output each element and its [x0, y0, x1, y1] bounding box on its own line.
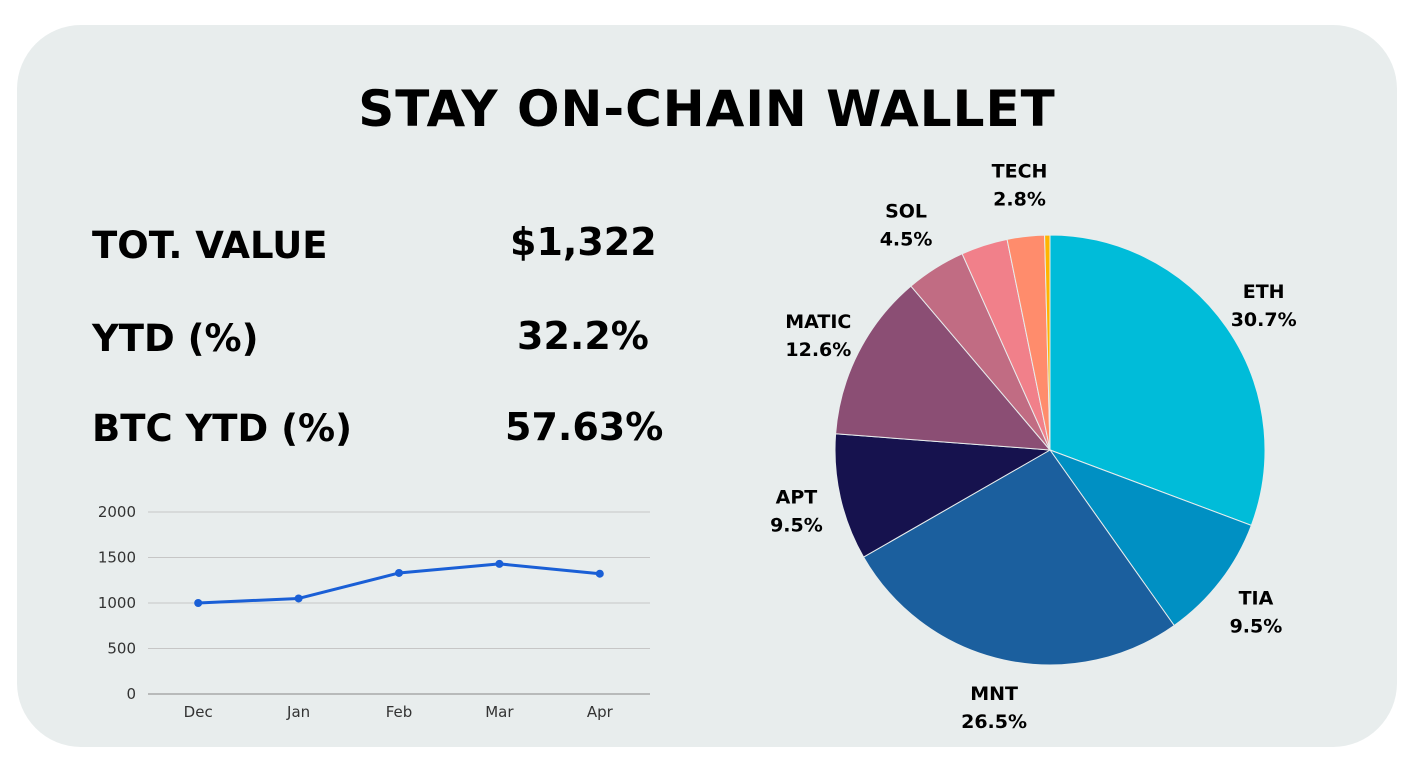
- data-point: [194, 599, 203, 607]
- x-tick-label: Feb: [386, 703, 413, 721]
- y-tick-label: 2000: [98, 503, 136, 521]
- pie-label-pct: 4.5%: [880, 229, 933, 251]
- pie-label-name: TECH: [992, 161, 1048, 183]
- y-tick-label: 500: [107, 640, 136, 658]
- pie-slice: [835, 285, 1052, 451]
- pie-label-name: MATIC: [785, 311, 851, 333]
- x-tick-label: Apr: [587, 703, 614, 721]
- pie-label-pct: 30.7%: [1231, 309, 1297, 331]
- stat-label-btc-ytd: BTC YTD (%): [92, 407, 352, 450]
- pie-slice: [1044, 234, 1051, 451]
- pie-slice: [834, 433, 1052, 558]
- x-tick-label: Dec: [184, 703, 213, 721]
- stat-label-total-value: TOT. VALUE: [92, 224, 328, 267]
- pie-label-name: SOL: [885, 201, 927, 223]
- data-point: [595, 569, 604, 578]
- pie-label-pct: 12.6%: [785, 339, 851, 361]
- stat-label-ytd: YTD (%): [92, 317, 259, 360]
- x-tick-label: Mar: [485, 703, 514, 721]
- pie-label-pct: 9.5%: [770, 515, 823, 537]
- pie-label-pct: 26.5%: [961, 711, 1027, 733]
- y-tick-label: 0: [126, 685, 136, 703]
- pie-label-name: TIA: [1239, 588, 1274, 610]
- pie-label-name: ETH: [1243, 281, 1285, 303]
- pie-label-pct: 9.5%: [1230, 616, 1283, 638]
- data-point: [294, 594, 303, 603]
- pie-slice: [1048, 448, 1253, 627]
- data-point: [495, 559, 504, 568]
- page-title: STAY ON-CHAIN WALLET: [358, 80, 1056, 138]
- x-tick-label: Jan: [286, 703, 310, 721]
- stat-value-total-value: $1,322: [510, 220, 657, 264]
- stat-value-btc-ytd: 57.63%: [505, 405, 664, 449]
- data-point: [395, 568, 403, 577]
- y-tick-label: 1000: [98, 594, 136, 612]
- pie-label-pct: 2.8%: [993, 189, 1046, 211]
- y-tick-label: 1500: [98, 549, 136, 567]
- stat-value-ytd: 32.2%: [517, 314, 649, 358]
- line-chart: 0 500 1000 1500 2000 Dec Jan Feb Mar Apr: [98, 503, 650, 721]
- pie-slice: [862, 449, 1175, 666]
- pie-label-name: APT: [776, 487, 818, 509]
- pie-label-name: MNT: [970, 683, 1018, 705]
- pie-slice: [1049, 234, 1266, 527]
